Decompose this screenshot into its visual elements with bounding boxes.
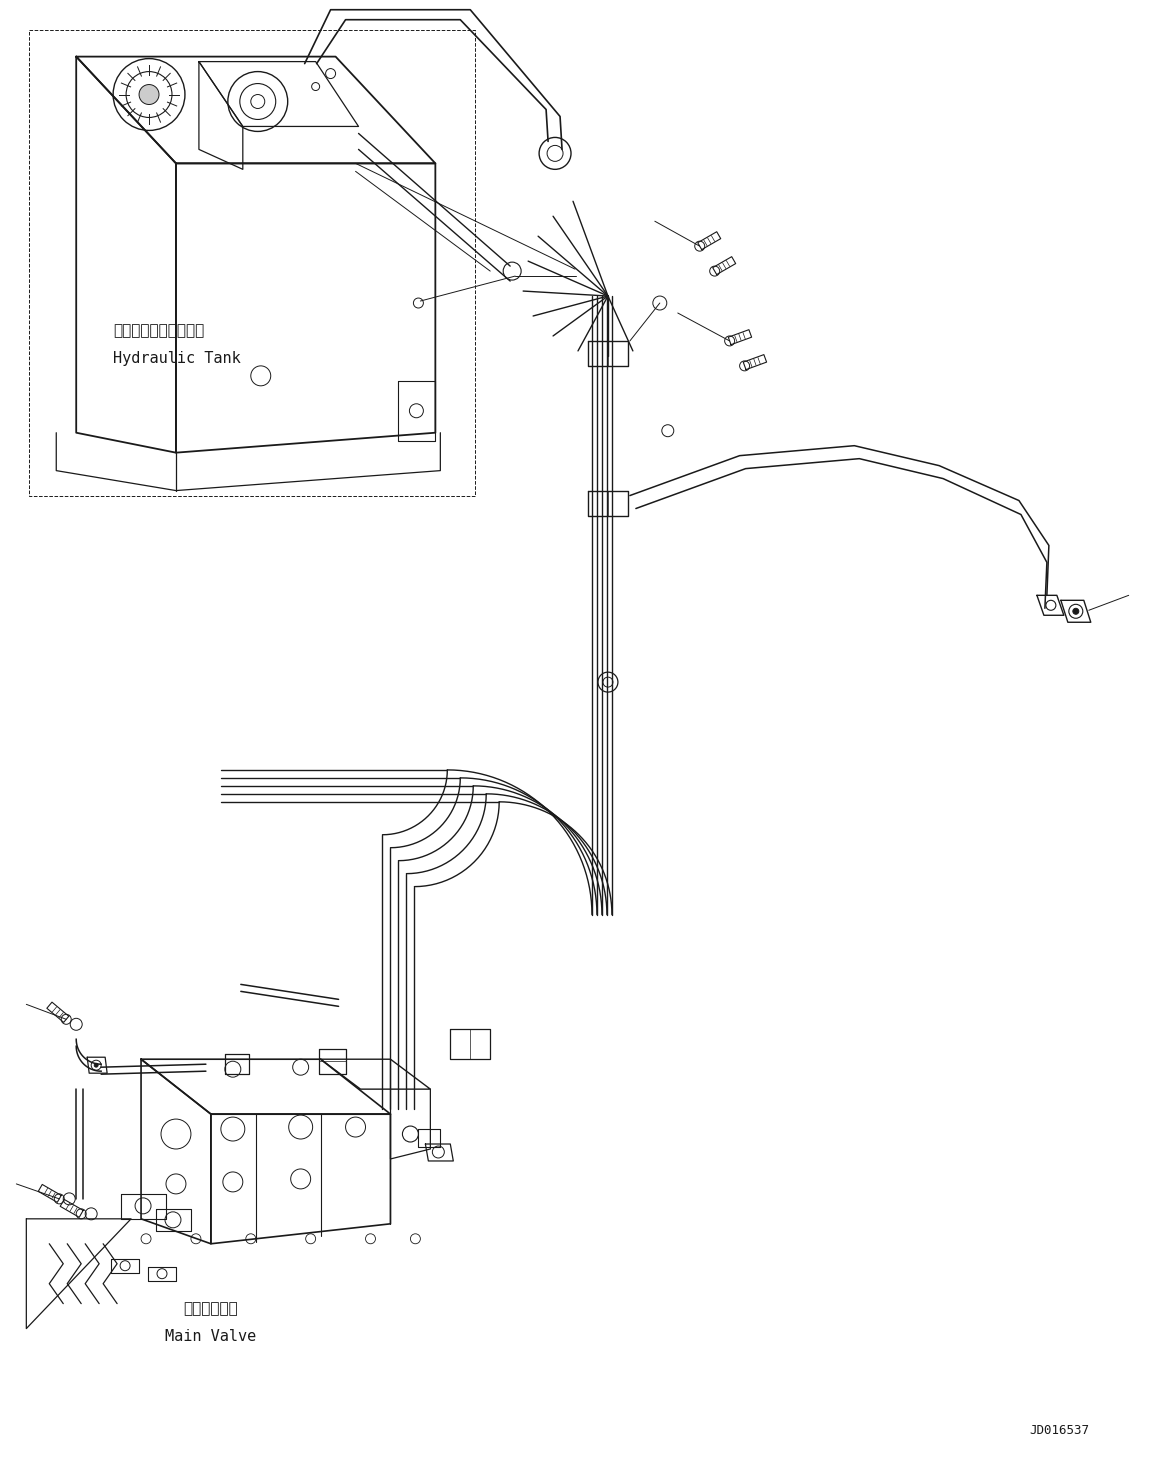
- Text: メインバルブ: メインバルブ: [184, 1301, 238, 1315]
- Circle shape: [251, 95, 265, 108]
- Circle shape: [1072, 609, 1079, 615]
- Text: Main Valve: Main Valve: [165, 1329, 257, 1345]
- Text: JD016537: JD016537: [1029, 1424, 1089, 1437]
- Text: Hydraulic Tank: Hydraulic Tank: [113, 352, 241, 366]
- Circle shape: [140, 85, 159, 105]
- Circle shape: [94, 1063, 98, 1067]
- Text: ハイドロリックタンク: ハイドロリックタンク: [113, 324, 205, 339]
